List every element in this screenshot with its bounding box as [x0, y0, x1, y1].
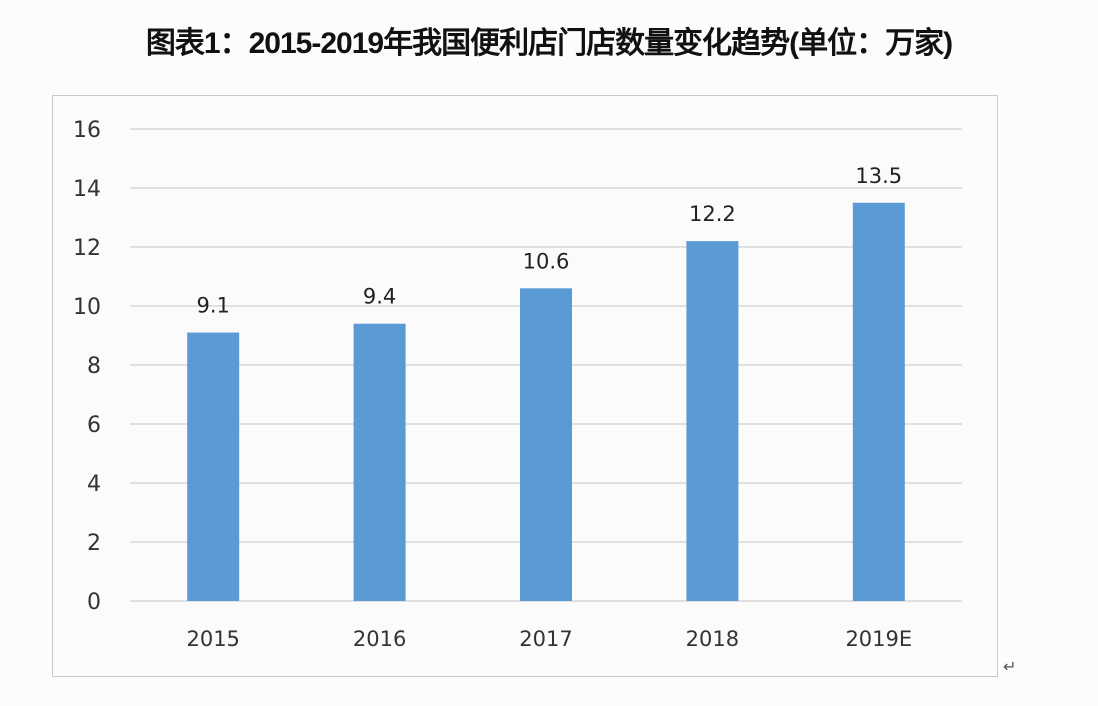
y-tick-label: 6 — [87, 413, 101, 438]
data-label: 9.1 — [196, 294, 229, 318]
y-tick-label: 0 — [87, 590, 101, 615]
y-tick-label: 4 — [87, 472, 101, 497]
y-tick-label: 14 — [73, 177, 101, 202]
x-tick-label: 2015 — [186, 627, 239, 651]
bar-2015 — [187, 332, 240, 601]
x-tick-label: 2018 — [686, 627, 739, 651]
return-mark: ↵ — [1003, 657, 1017, 676]
data-label: 10.6 — [523, 249, 570, 273]
y-tick-label: 12 — [73, 236, 101, 261]
x-tick-label: 2017 — [519, 627, 572, 651]
bar-2017 — [520, 288, 572, 601]
data-label: 9.4 — [363, 285, 396, 309]
data-label: 12.2 — [689, 202, 736, 226]
x-tick-label: 2016 — [353, 627, 406, 651]
y-tick-label: 8 — [87, 354, 101, 379]
y-tick-label: 16 — [73, 118, 101, 143]
bar-2016 — [353, 323, 406, 601]
chart-title: 图表1：2015-2019年我国便利店门店数量变化趋势(单位：万家) — [145, 27, 953, 60]
bar-2019E — [852, 202, 905, 601]
y-tick-label: 10 — [73, 295, 101, 320]
y-tick-label: 2 — [87, 531, 101, 556]
data-label: 13.5 — [855, 164, 902, 188]
bar-2018 — [686, 241, 739, 601]
x-tick-label: 2019E — [845, 627, 912, 651]
